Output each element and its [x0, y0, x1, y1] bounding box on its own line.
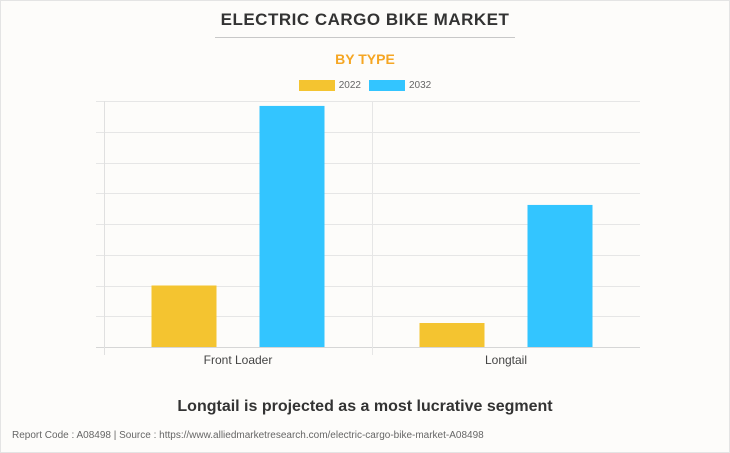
x-tick-label: Front Loader — [204, 353, 273, 367]
legend-label: 2032 — [409, 80, 432, 91]
legend-swatch — [298, 80, 335, 91]
source-footer: Report Code : A08498 | Source : https://… — [12, 430, 484, 441]
legend-item-2032[interactable]: 2032 — [369, 80, 431, 91]
chart-subtitle: BY TYPE — [335, 51, 395, 67]
bar-front-loader-2022 — [151, 285, 217, 347]
bar-longtail-2022 — [419, 323, 485, 347]
bar-front-loader-2032 — [259, 105, 325, 347]
legend-item-2022[interactable]: 2022 — [298, 80, 361, 91]
chart-caption: Longtail is projected as a most lucrativ… — [177, 398, 553, 415]
title-divider — [215, 37, 515, 38]
x-tick-label: Longtail — [485, 353, 527, 367]
chart-title: ELECTRIC CARGO BIKE MARKET — [220, 10, 510, 29]
chart-legend: 2022 2032 — [0, 80, 730, 91]
legend-label: 2022 — [338, 80, 361, 91]
bar-longtail-2032 — [527, 204, 593, 347]
legend-swatch — [369, 80, 405, 91]
